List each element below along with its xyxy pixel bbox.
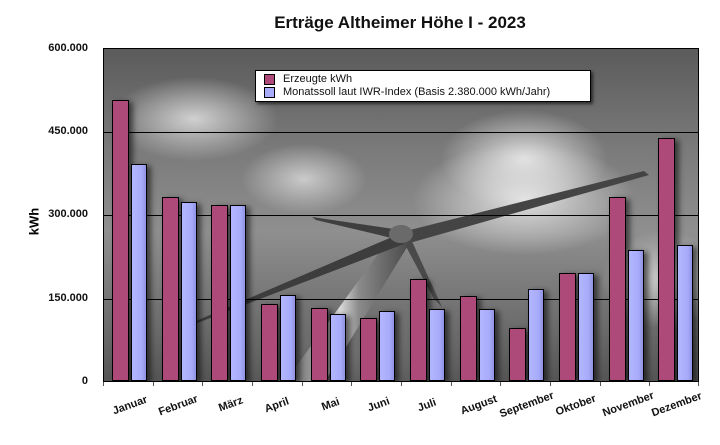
bar-erzeugte-november [608,196,626,381]
bar-erzeugte-januar [112,99,129,381]
bar-monatssoll-april [280,295,296,381]
x-tick-label: Juni [366,395,392,415]
bar-erzeugte-april [261,303,278,381]
x-tick-mark [103,382,104,386]
x-tick-mark [698,382,699,386]
bar-erzeugte-märz [211,205,229,381]
bar-monatssoll-juli [429,309,445,381]
chart-title: Erträge Altheimer Höhe I - 2023 [274,13,526,32]
x-tick-label: August [458,392,499,417]
x-tick-mark [202,382,204,386]
chart-legend: Erzeugte kWh Monatssoll laut IWR-Index (… [255,70,591,102]
x-tick-mark [500,382,502,386]
bar-erzeugte-mai [310,308,328,381]
bar-monatssoll-september [528,289,545,381]
gridline-300000 [104,215,698,216]
x-tick-mark [599,382,601,386]
bar-erzeugte-august [459,296,477,381]
bar-monatssoll-märz [230,204,247,381]
bar-monatssoll-mai [329,314,346,381]
bar-monatssoll-juni [379,311,396,381]
y-tick-label: 150.000 [48,292,88,304]
y-tick-label: 450.000 [48,125,88,137]
x-tick-mark [152,382,154,386]
legend-swatch-blue [264,86,275,98]
x-tick-label: Mai [320,395,342,414]
bar-monatssoll-dezember [677,245,694,381]
bar-erzeugte-dezember [658,138,676,381]
bar-monatssoll-januar [131,164,147,381]
x-tick-mark [301,382,303,386]
bar-erzeugte-september [509,328,527,381]
legend-label: Erzeugte kWh [283,73,353,85]
x-tick-label: Oktober [554,392,599,419]
y-tick-label: 600.000 [48,42,88,54]
legend-item-monatssoll: Monatssoll laut IWR-Index (Basis 2.380.0… [264,86,550,98]
legend-swatch-red [264,73,275,85]
gridline-150000 [104,299,698,300]
y-tick-label: 300.000 [48,208,88,220]
bar-monatssoll-august [478,309,495,381]
x-tick-mark [550,382,551,386]
x-tick-label: Januar [110,393,149,417]
x-tick-mark [450,382,452,386]
bar-erzeugte-oktober [559,273,576,381]
bar-erzeugte-juni [360,317,378,381]
x-tick-mark [401,382,402,386]
x-tick-label: November [600,389,656,420]
bar-monatssoll-februar [180,201,197,381]
y-axis-label: kWh [26,207,42,236]
plot-area [103,48,699,382]
gridline-450000 [104,132,698,133]
y-tick-label: 0 [81,375,88,387]
bar-erzeugte-februar [161,197,179,381]
x-tick-mark [351,382,353,386]
legend-item-erzeugte: Erzeugte kWh [264,73,352,85]
bar-erzeugte-juli [410,279,427,381]
x-tick-mark [649,382,651,386]
bar-monatssoll-november [627,250,644,381]
x-tick-label: Dezember [650,390,704,420]
x-tick-label: März [217,394,245,415]
x-tick-label: Februar [157,392,200,419]
legend-label: Monatssoll laut IWR-Index (Basis 2.380.0… [283,86,551,98]
x-tick-label: Juli [415,396,438,415]
x-tick-label: April [263,395,291,416]
bar-monatssoll-oktober [578,273,594,381]
x-tick-label: September [497,389,556,421]
x-tick-mark [252,382,253,386]
